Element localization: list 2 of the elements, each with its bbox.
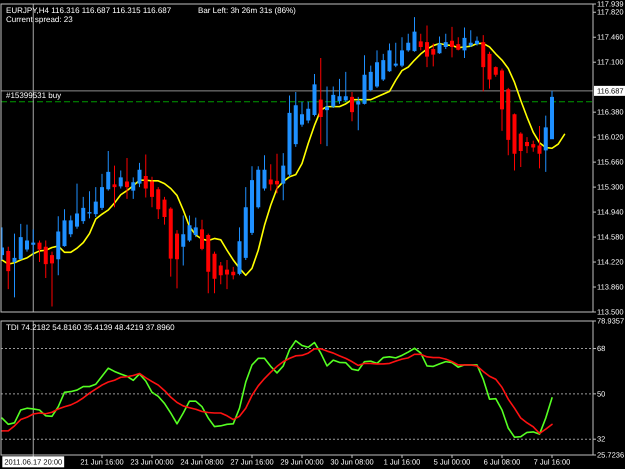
annotation: Bar Left: 3h 26m 31s (86%)	[198, 6, 296, 15]
annotation: Current spread: 23	[6, 15, 74, 24]
